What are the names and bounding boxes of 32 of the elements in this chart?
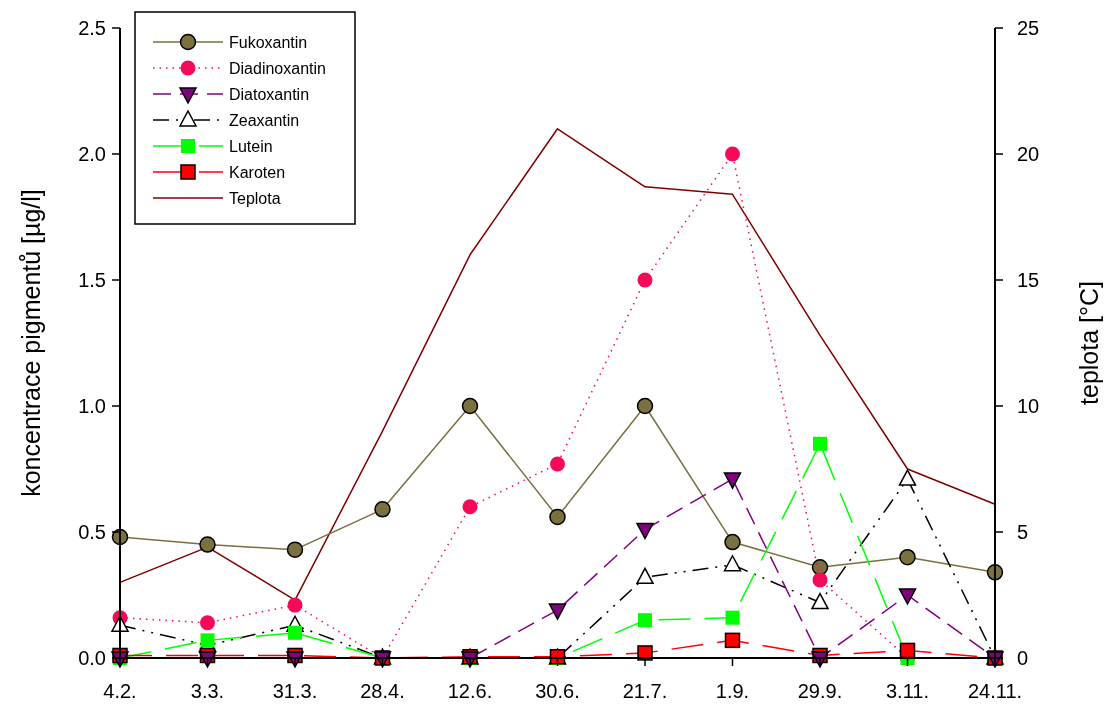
x-tick-label: 3.11. <box>886 680 929 702</box>
legend-label: Teplota <box>229 189 281 207</box>
y2-tick-label: 10 <box>1017 395 1040 417</box>
x-tick-label: 31.3. <box>272 680 318 702</box>
y2-tick-label: 15 <box>1017 269 1040 291</box>
y-tick-label: 2.0 <box>78 143 106 165</box>
y2-tick-label: 0 <box>1017 647 1029 669</box>
legend-label: Diatoxantin <box>229 85 310 103</box>
legend-label: Lutein <box>229 137 273 155</box>
legend-label: Zeaxantin <box>229 111 300 129</box>
x-tick-label: 30.6. <box>535 680 580 702</box>
y-tick-label: 1.5 <box>78 269 106 291</box>
y2-tick-label: 5 <box>1017 521 1029 543</box>
x-tick-label: 24.11. <box>967 680 1023 702</box>
y2-tick-label: 25 <box>1017 17 1040 39</box>
y2-axis-title: teplota [°C] <box>1075 281 1103 405</box>
x-tick-label: 12.6. <box>447 680 493 702</box>
y-tick-label: 0.5 <box>78 521 106 543</box>
legend-label: Diadinoxantin <box>229 59 326 77</box>
x-tick-label: 1.9. <box>715 680 750 702</box>
x-tick-label: 28.4. <box>360 680 405 702</box>
y-tick-label: 1.0 <box>78 395 106 417</box>
y-tick-label: 2.5 <box>78 17 106 39</box>
x-tick-label: 3.3. <box>190 680 225 702</box>
x-tick-label: 21.7. <box>622 680 668 702</box>
legend-label: Karoten <box>229 163 286 181</box>
y-tick-label: 0.0 <box>78 647 106 669</box>
legend-label: Fukoxantin <box>229 33 308 51</box>
y2-tick-label: 20 <box>1017 143 1040 165</box>
x-tick-label: 4.2. <box>103 680 137 702</box>
y-axis-title: koncentrace pigmentů [µg/l] <box>17 189 45 497</box>
x-tick-label: 29.9. <box>797 680 843 702</box>
